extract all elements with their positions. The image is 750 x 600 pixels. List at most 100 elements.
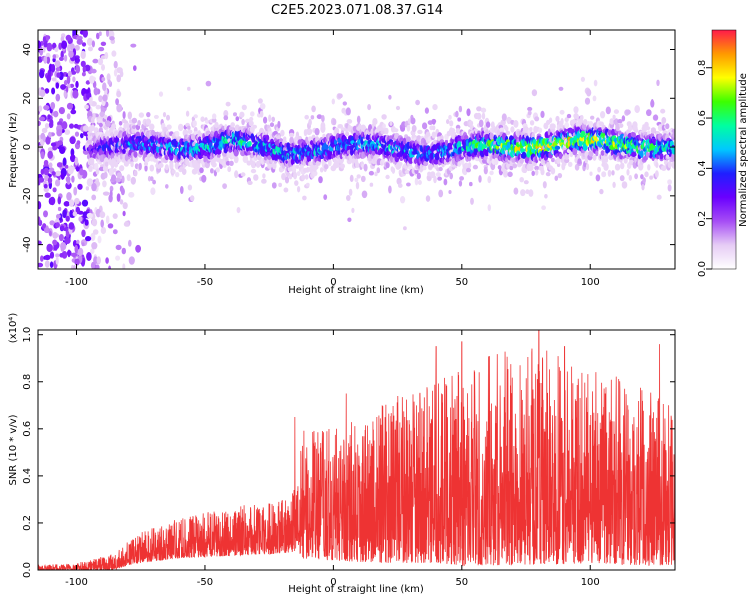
heatmap-cell xyxy=(374,171,378,177)
heatmap-cell xyxy=(483,156,488,161)
colorbar-ticks: 0.0 0.2 0.4 0.6 0.8 xyxy=(697,60,712,277)
heatmap-cell xyxy=(281,173,287,181)
heatmap-cell xyxy=(109,36,115,41)
heatmap-cell xyxy=(417,129,423,135)
heatmap-cell xyxy=(592,95,597,102)
heatmap-cell xyxy=(641,184,645,191)
heatmap-cell xyxy=(369,182,374,187)
heatmap-cell xyxy=(481,112,486,120)
heatmap-cell xyxy=(126,174,131,182)
heatmap-cell xyxy=(61,40,68,49)
heatmap-cell xyxy=(120,187,125,196)
heatmap-cell xyxy=(85,80,91,85)
heatmap-cell xyxy=(199,167,204,174)
heatmap-cell xyxy=(145,118,152,126)
heatmap-cell xyxy=(272,162,277,170)
heatmap-cell xyxy=(128,239,132,247)
heatmap-cell xyxy=(647,164,651,171)
heatmap-cell xyxy=(80,50,86,60)
heatmap-cell xyxy=(222,183,228,190)
heatmap-cell xyxy=(405,136,411,143)
heatmap-cell xyxy=(318,176,323,184)
heatmap-cell xyxy=(48,230,52,236)
heatmap-cell xyxy=(304,114,310,120)
heatmap-cell xyxy=(65,230,70,239)
heatmap-cell xyxy=(435,172,441,177)
heatmap-cell xyxy=(416,172,421,180)
heatmap-cell xyxy=(631,132,636,138)
heatmap-cell xyxy=(69,199,75,208)
heatmap-cell xyxy=(40,168,45,175)
heatmap-cell xyxy=(509,165,514,171)
heatmap-cell xyxy=(60,50,64,59)
heatmap-cell xyxy=(99,149,103,156)
heatmap-cell xyxy=(49,119,54,126)
heatmap-cell xyxy=(96,32,100,40)
heatmap-cell xyxy=(671,161,675,169)
heatmap-cell xyxy=(557,173,563,179)
heatmap-cells xyxy=(38,30,675,269)
heatmap-cell xyxy=(640,150,644,159)
snr-y-tick-label: 1.0 xyxy=(22,327,33,343)
heatmap-cell xyxy=(116,74,121,83)
heatmap-cell xyxy=(528,189,534,197)
snr-y-tick-label: 0.4 xyxy=(22,468,33,484)
heatmap-cell xyxy=(63,90,67,98)
heatmap-cell xyxy=(38,120,41,127)
heatmap-cell xyxy=(56,214,61,219)
heatmap-cell xyxy=(123,221,130,227)
heatmap-cell xyxy=(57,140,63,146)
heatmap-cell xyxy=(101,64,105,71)
heatmap-cell xyxy=(169,162,174,170)
heatmap-cell xyxy=(90,68,97,74)
heatmap-cell xyxy=(284,176,290,184)
heatmap-cell xyxy=(187,86,191,91)
heatmap-cell xyxy=(71,175,75,183)
heatmap-cell xyxy=(292,164,296,172)
heatmap-cell xyxy=(513,120,519,128)
heatmap-cell xyxy=(150,187,156,195)
heatmap-cell xyxy=(225,101,231,107)
heatmap-cell xyxy=(104,52,109,60)
heatmap-cell xyxy=(356,115,361,124)
colorbar-frame xyxy=(711,29,737,270)
heatmap-cell xyxy=(628,174,632,181)
heatmap-cell xyxy=(615,123,620,132)
heatmap-cell xyxy=(252,124,257,129)
heatmap-cell xyxy=(478,119,484,128)
heatmap-cell xyxy=(138,162,142,171)
heatmap-cell xyxy=(360,175,366,183)
heatmap-cell xyxy=(521,151,527,159)
heatmap-cell xyxy=(165,184,169,189)
heatmap-cell xyxy=(58,107,65,115)
heatmap-cell xyxy=(483,166,488,175)
heatmap-cell xyxy=(122,263,126,269)
heatmap-cell xyxy=(534,116,540,122)
heatmap-cell xyxy=(89,75,95,84)
heatmap-cell xyxy=(74,131,80,137)
heatmap-cell xyxy=(104,161,109,167)
heatmap-cell xyxy=(644,126,651,131)
heatmap-cell xyxy=(102,82,107,91)
heatmap-cell xyxy=(76,35,83,41)
heatmap-cell xyxy=(612,181,616,188)
heatmap-cell xyxy=(93,87,99,96)
heatmap-cell xyxy=(175,130,180,137)
heatmap-cell xyxy=(458,105,463,113)
heatmap-cell xyxy=(620,162,625,170)
heatmap-cell xyxy=(656,79,660,87)
heatmap-cell xyxy=(72,76,76,83)
heatmap-cell xyxy=(45,225,49,233)
heatmap-cell xyxy=(93,80,97,89)
heatmap-cell xyxy=(47,147,54,152)
heatmap-cell xyxy=(573,106,579,114)
heatmap-cell xyxy=(100,41,107,46)
heatmap-cell xyxy=(367,104,371,111)
heatmap-cell xyxy=(250,160,257,169)
heatmap-cell xyxy=(78,216,83,222)
snr-x-tick-label: 0 xyxy=(330,577,336,588)
snr-y-tick-label: 0.0 xyxy=(22,562,33,578)
heatmap-cell xyxy=(111,174,117,182)
heatmap-cell xyxy=(236,207,241,214)
heatmap-cell xyxy=(82,125,89,132)
